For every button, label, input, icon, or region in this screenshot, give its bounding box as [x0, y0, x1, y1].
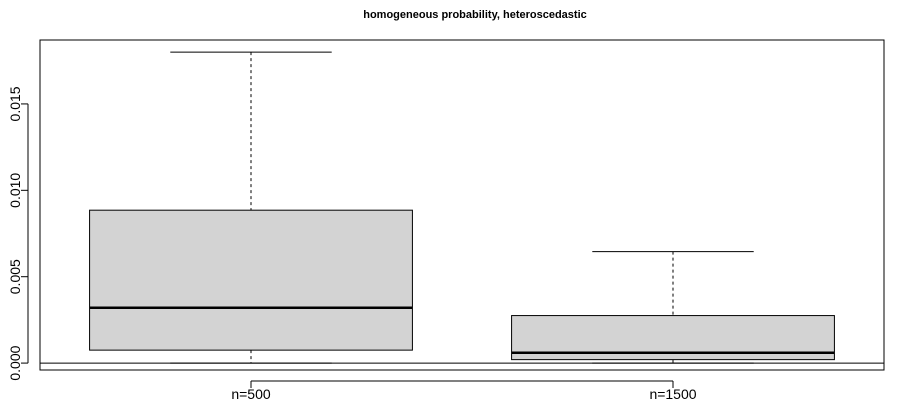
x-tick-label: n=1500 — [649, 386, 696, 402]
y-tick-label: 0.000 — [7, 345, 23, 380]
y-tick-label: 0.010 — [7, 173, 23, 208]
x-axis: n=500 n=1500 — [231, 380, 697, 402]
iqr-box — [89, 209, 413, 351]
boxes — [40, 51, 884, 364]
plot-area-frame — [39, 39, 885, 371]
y-tick-label: 0.005 — [7, 259, 23, 294]
box-2 — [511, 251, 835, 364]
y-tick-label: 0.015 — [7, 86, 23, 121]
y-axis: 0.000 0.005 0.010 0.015 — [7, 86, 29, 381]
x-tick-label: n=500 — [231, 386, 271, 402]
box-1 — [89, 51, 413, 364]
chart-title: homogeneous probability, heteroscedastic — [363, 9, 587, 21]
